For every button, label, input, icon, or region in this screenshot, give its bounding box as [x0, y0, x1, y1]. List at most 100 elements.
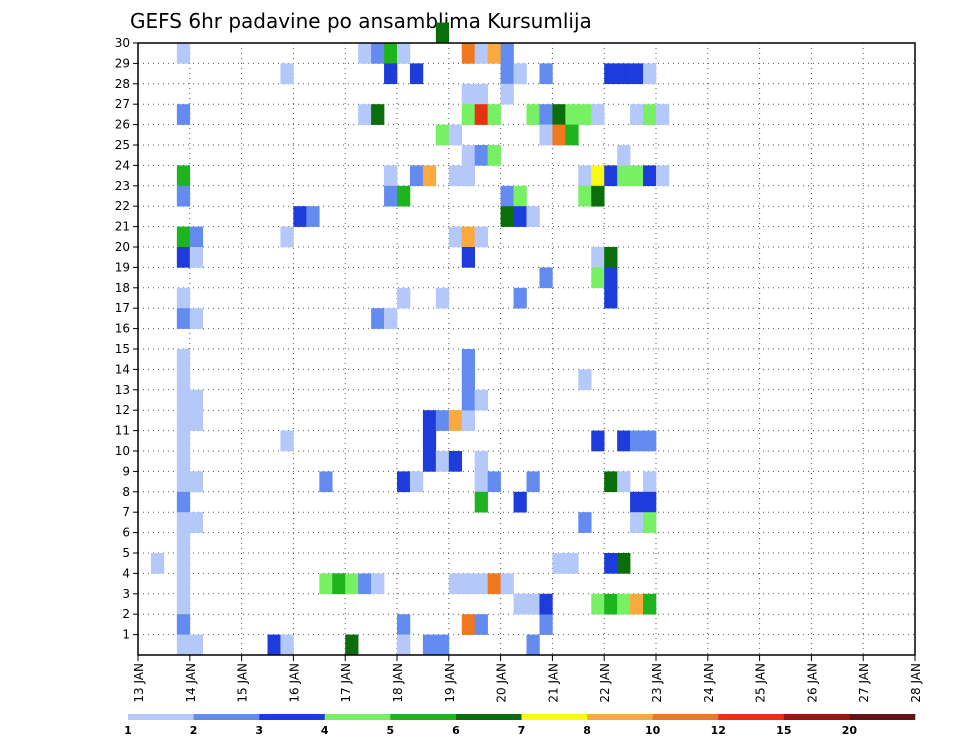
heatmap-cell	[539, 593, 553, 615]
heatmap-cell	[487, 43, 501, 64]
x-tick-label: 19 JAN	[443, 663, 457, 703]
heatmap-cell	[176, 349, 191, 370]
heatmap-cell	[578, 512, 592, 533]
heatmap-cell	[656, 104, 670, 125]
heatmap-cell	[306, 206, 320, 227]
y-tick-label: 30	[115, 36, 130, 50]
heatmap-cell	[397, 634, 411, 656]
heatmap-cell	[435, 287, 450, 309]
heatmap-cell	[474, 104, 488, 125]
heatmap-cell	[176, 165, 191, 187]
heatmap-cell	[435, 124, 450, 146]
heatmap-cell	[604, 267, 618, 289]
heatmap-cell	[267, 634, 281, 656]
y-tick-label: 19	[115, 260, 130, 274]
heatmap-cell	[384, 43, 398, 64]
x-tick-label: 23 JAN	[650, 663, 664, 703]
heatmap-cell	[591, 267, 605, 289]
colorbar-swatch	[718, 714, 785, 720]
heatmap-cell	[513, 63, 527, 85]
heatmap-cell	[500, 83, 514, 105]
heatmap-cell	[474, 573, 488, 595]
heatmap-cell	[604, 287, 618, 309]
heatmap-cell	[526, 471, 540, 493]
heatmap-cell	[189, 512, 204, 533]
heatmap-cell	[643, 471, 657, 493]
heatmap-cell	[422, 410, 437, 431]
y-axis: 1234567891011121314151617181920212223242…	[115, 36, 138, 642]
heatmap-cell	[630, 63, 644, 85]
heatmap-cell	[461, 369, 475, 391]
heatmap-cell	[487, 104, 501, 125]
heatmap-cell	[461, 247, 475, 268]
y-tick-label: 6	[122, 526, 130, 540]
colorbar-label: 8	[583, 724, 591, 737]
colorbar-swatch	[521, 714, 588, 720]
heatmap-cell	[474, 491, 488, 513]
colorbar-swatch	[849, 714, 916, 720]
heatmap-cell	[422, 451, 437, 472]
heatmap-cell	[643, 491, 657, 513]
heatmap-cell	[617, 145, 631, 166]
heatmap-cell	[371, 43, 385, 64]
heatmap-cell	[409, 63, 424, 85]
heatmap-cell	[617, 553, 631, 574]
heatmap-cell	[397, 614, 411, 635]
heatmap-cell	[539, 614, 553, 635]
y-tick-label: 10	[115, 444, 130, 458]
heatmap-cell	[565, 124, 579, 146]
heatmap-cell	[461, 614, 475, 635]
y-tick-label: 3	[122, 587, 130, 601]
colorbar-label: 4	[321, 724, 329, 737]
heatmap-cell	[500, 43, 514, 64]
x-tick-label: 26 JAN	[805, 663, 819, 703]
heatmap-cell	[448, 124, 463, 146]
heatmap-cell	[643, 104, 657, 125]
heatmap-cell	[448, 573, 463, 595]
heatmap-cell	[397, 43, 411, 64]
heatmap-cell	[176, 226, 191, 248]
chart-title: GEFS 6hr padavine po ansamblima Kursumli…	[130, 9, 592, 33]
colorbar-swatch	[455, 714, 522, 720]
heatmap-cell	[332, 573, 346, 595]
heatmap-cell	[409, 471, 424, 493]
heatmap-cell	[176, 553, 191, 574]
heatmap-cell	[384, 63, 398, 85]
x-tick-label: 17 JAN	[339, 663, 353, 703]
y-tick-label: 14	[115, 362, 130, 376]
y-tick-label: 5	[122, 546, 130, 560]
heatmap-cell	[422, 430, 437, 452]
heatmap-cell	[643, 593, 657, 615]
heatmap-cell	[189, 634, 204, 656]
heatmap-cell	[578, 104, 592, 125]
colorbar-label: 6	[452, 724, 460, 737]
heatmap-cell	[565, 553, 579, 574]
heatmap-cell	[461, 389, 475, 411]
colorbar: 1 2 3 4 5 6 7 8 10 12 15 20	[124, 714, 916, 737]
y-tick-label: 22	[115, 199, 130, 213]
heatmap-cell	[461, 43, 475, 64]
y-tick-label: 18	[115, 281, 130, 295]
heatmap-cell	[565, 104, 579, 125]
colorbar-label: 1	[124, 724, 132, 737]
heatmap-cell	[189, 410, 204, 431]
colorbar-swatch	[193, 714, 260, 720]
heatmap-cell	[461, 165, 475, 187]
y-tick-label: 29	[115, 56, 130, 70]
y-tick-label: 15	[115, 342, 130, 356]
heatmap-cell	[578, 185, 592, 207]
y-tick-label: 9	[122, 464, 130, 478]
heatmap-cell	[539, 124, 553, 146]
heatmap-cell	[474, 83, 488, 105]
heatmap-cell	[319, 471, 333, 493]
heatmap-cell	[384, 165, 398, 187]
heatmap-cell	[617, 593, 631, 615]
y-tick-label: 21	[115, 220, 130, 234]
heatmap-cell	[176, 410, 191, 431]
heatmap-cell	[189, 308, 204, 329]
heatmap-cell	[513, 491, 527, 513]
x-tick-label: 18 JAN	[391, 663, 405, 703]
heatmap-cell	[189, 247, 204, 268]
heatmap-cell	[591, 185, 605, 207]
